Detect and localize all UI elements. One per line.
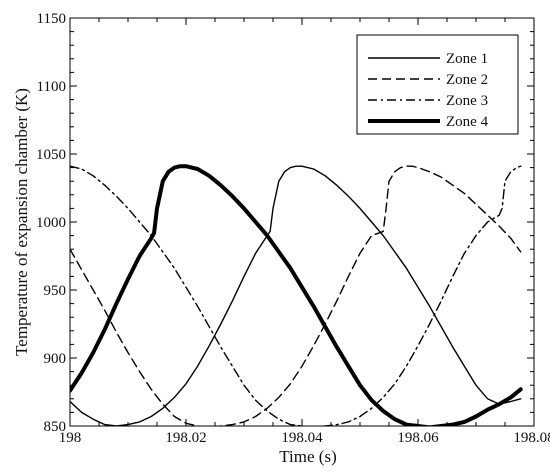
y-tick-label: 950 [44,283,67,299]
x-tick-label: 198.06 [397,430,439,446]
y-tick-label: 1150 [37,11,66,27]
series-line-zone-4 [70,164,523,426]
x-tick-label: 198.04 [281,430,323,446]
series-line-zone-2 [70,165,522,426]
x-tick-labels: 198 198.02 198.04 198.06 198.08 [59,430,550,446]
y-axis-label: Temperature of expansion chamber (K) [12,88,31,356]
tick-marks [69,17,535,427]
y-tick-label: 850 [44,419,67,435]
legend-box [356,34,519,135]
y-tick-label: 1000 [36,215,66,231]
series-lines [70,164,523,426]
x-tick-label: 198 [59,430,82,446]
legend-label-zone-3: Zone 3 [446,93,488,109]
x-axis-label: Time (s) [279,447,336,466]
legend-label-zone-2: Zone 2 [446,72,488,88]
x-tick-label: 198.08 [513,430,550,446]
series-line-zone-1 [70,165,522,426]
series-line-zone-3 [70,165,522,426]
y-tick-label: 1100 [37,79,66,95]
y-tick-label: 1050 [36,147,66,163]
x-tick-label: 198.02 [165,430,206,446]
legend: Zone 1 Zone 2 Zone 3 Zone 4 [356,34,519,135]
y-tick-label: 900 [44,351,67,367]
y-tick-labels: 850 900 950 1000 1050 1100 1150 [36,11,66,435]
legend-label-zone-4: Zone 4 [446,114,489,130]
legend-label-zone-1: Zone 1 [446,51,488,67]
